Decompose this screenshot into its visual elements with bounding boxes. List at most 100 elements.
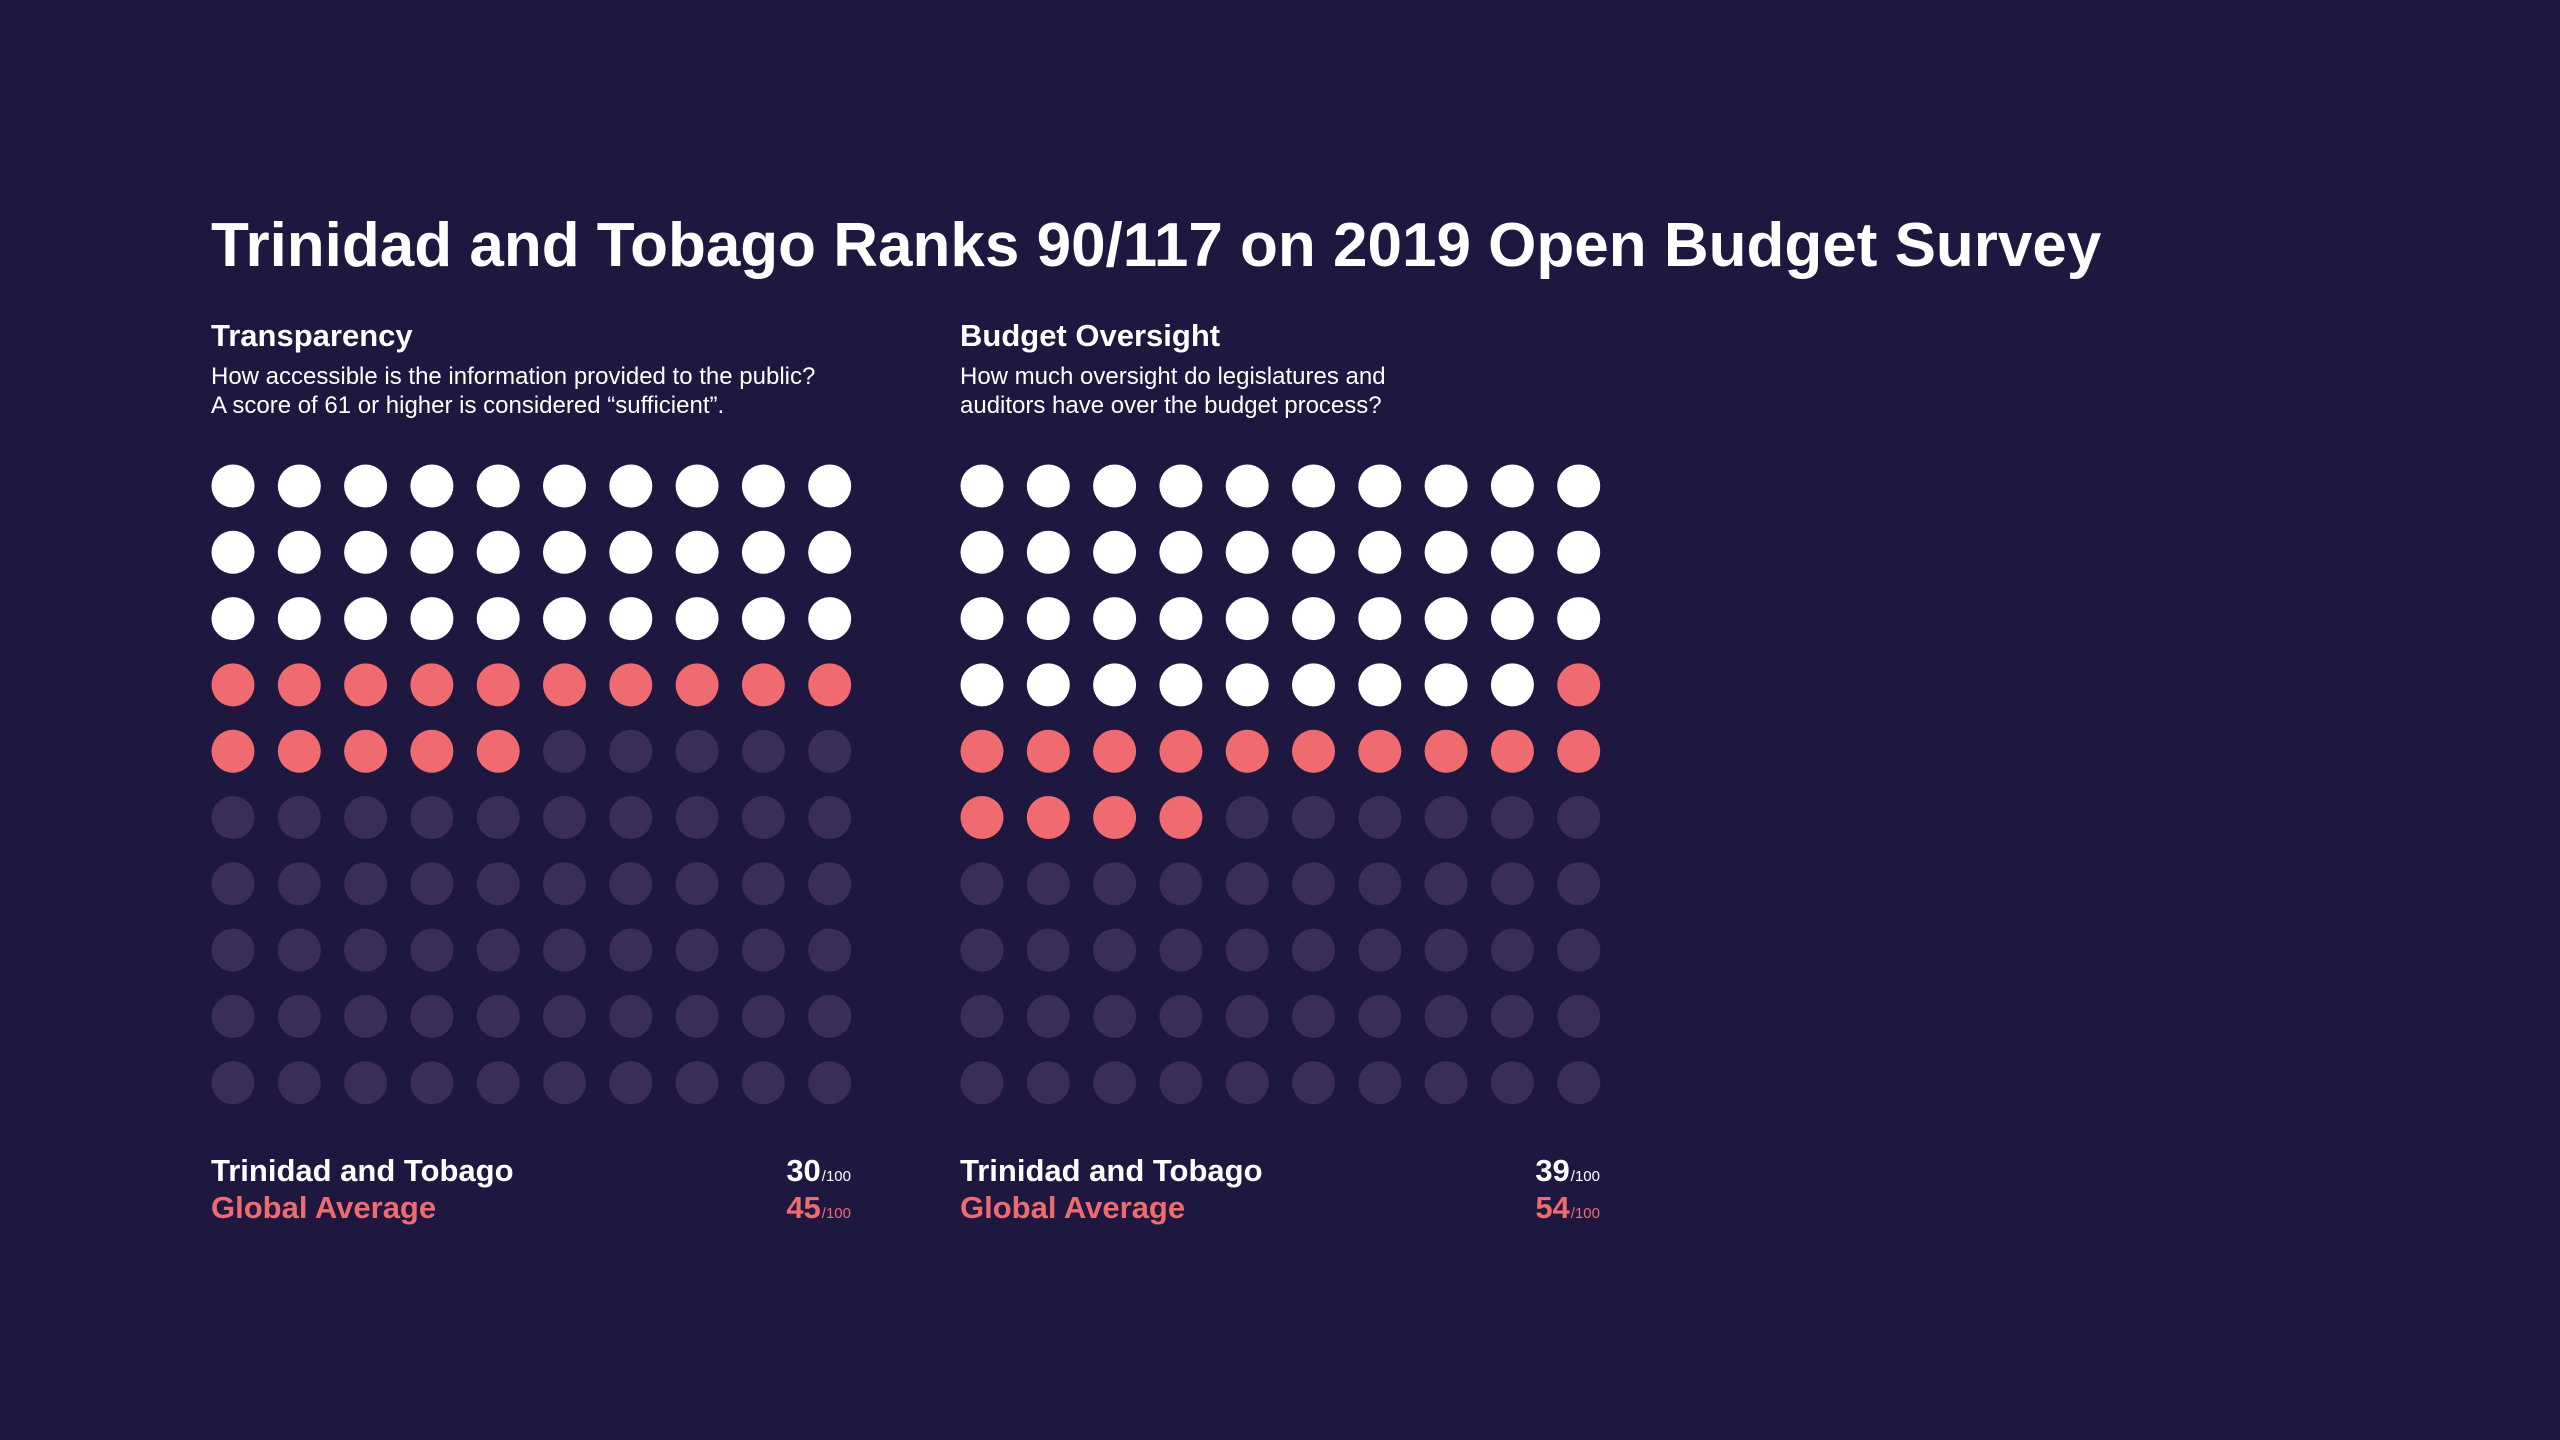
dot-global — [960, 729, 1004, 773]
dot-country — [1093, 597, 1137, 641]
dot-country — [211, 530, 255, 574]
dot-empty — [543, 994, 586, 1038]
waffle-chart — [211, 464, 852, 1105]
dot-empty — [741, 729, 785, 773]
dot-empty — [1424, 928, 1468, 972]
dot-country — [1093, 663, 1137, 707]
dot-empty — [808, 994, 852, 1038]
legend-value: 39 — [1535, 1153, 1570, 1188]
dot-country — [410, 464, 454, 508]
dot-empty — [1490, 796, 1534, 839]
dot-empty — [410, 1061, 454, 1105]
dot-country — [609, 597, 653, 641]
dot-country — [344, 530, 388, 574]
dot-empty — [1424, 1061, 1468, 1105]
dot-empty — [741, 928, 785, 972]
legend-denominator: /100 — [821, 1205, 851, 1222]
dot-country — [960, 663, 1004, 707]
dot-empty — [1490, 1061, 1534, 1105]
dot-empty — [960, 994, 1004, 1038]
dot-country — [1159, 530, 1203, 574]
dot-empty — [476, 862, 520, 906]
dot-empty — [960, 928, 1004, 972]
dot-country — [1093, 530, 1137, 574]
dot-empty — [808, 862, 852, 906]
chart-subtitle-line: How much oversight do legislatures and — [960, 363, 1386, 390]
dot-global — [344, 729, 388, 773]
dot-country — [476, 530, 520, 574]
dot-empty — [675, 796, 719, 839]
dot-global — [1093, 796, 1137, 839]
dot-country — [741, 597, 785, 641]
dot-global — [960, 796, 1004, 839]
dot-global — [277, 663, 321, 707]
dot-empty — [741, 1061, 785, 1105]
dot-country — [675, 530, 719, 574]
dot-global — [1490, 729, 1534, 773]
dot-empty — [1225, 1061, 1269, 1105]
chart-subtitle-line: auditors have over the budget process? — [960, 392, 1382, 419]
chart-subtitle-line: A score of 61 or higher is considered “s… — [211, 392, 725, 419]
dot-country — [1093, 464, 1137, 508]
dot-country — [960, 597, 1004, 641]
dot-country — [1292, 464, 1335, 508]
dot-country — [1026, 530, 1070, 574]
dot-country — [960, 464, 1004, 508]
dot-empty — [543, 928, 586, 972]
dot-global — [1093, 729, 1137, 773]
dot-empty — [543, 729, 586, 773]
dot-country — [1490, 530, 1534, 574]
dot-country — [808, 597, 852, 641]
dot-empty — [476, 928, 520, 972]
chart-panel-budget-oversight: Budget Oversight How much oversight do l… — [960, 316, 1601, 1225]
legend: Trinidad and Tobago 30/100 Global Averag… — [211, 1152, 851, 1226]
dot-empty — [1292, 796, 1335, 839]
dot-global — [410, 729, 454, 773]
page-title: Trinidad and Tobago Ranks 90/117 on 2019… — [211, 211, 2102, 280]
legend-score: 39/100 — [1535, 1152, 1600, 1195]
dot-empty — [1424, 796, 1468, 839]
dot-global — [1424, 729, 1468, 773]
dot-global — [741, 663, 785, 707]
dot-empty — [808, 928, 852, 972]
dot-empty — [609, 796, 653, 839]
dot-empty — [1557, 1061, 1601, 1105]
dot-empty — [476, 1061, 520, 1105]
dot-country — [277, 530, 321, 574]
dot-empty — [410, 862, 454, 906]
dot-country — [1026, 464, 1070, 508]
dot-country — [1424, 530, 1468, 574]
dot-country — [1292, 597, 1335, 641]
dot-global — [543, 663, 586, 707]
legend-score: 45/100 — [786, 1189, 851, 1232]
dot-country — [1292, 530, 1335, 574]
dot-country — [1159, 663, 1203, 707]
chart-panel-transparency: Transparency How accessible is the infor… — [211, 316, 852, 1225]
dot-country — [277, 597, 321, 641]
dot-empty — [277, 928, 321, 972]
dot-country — [277, 464, 321, 508]
dot-country — [1424, 597, 1468, 641]
dot-country — [1225, 597, 1269, 641]
dot-empty — [960, 862, 1004, 906]
dot-country — [476, 464, 520, 508]
dot-empty — [1225, 862, 1269, 906]
dot-empty — [476, 796, 520, 839]
legend-row-country: Trinidad and Tobago 39/100 — [960, 1152, 1600, 1189]
dot-empty — [1292, 994, 1335, 1038]
dot-global — [1557, 729, 1601, 773]
dot-empty — [1159, 862, 1203, 906]
dot-empty — [1292, 928, 1335, 972]
dot-empty — [675, 928, 719, 972]
dot-country — [1225, 464, 1269, 508]
dot-country — [1557, 464, 1601, 508]
dot-global — [675, 663, 719, 707]
dot-global — [476, 663, 520, 707]
dot-country — [1225, 663, 1269, 707]
legend-label: Global Average — [960, 1190, 1186, 1225]
dot-empty — [476, 994, 520, 1038]
dot-global — [1225, 729, 1269, 773]
dot-empty — [1424, 862, 1468, 906]
dot-global — [476, 729, 520, 773]
dot-country — [410, 597, 454, 641]
